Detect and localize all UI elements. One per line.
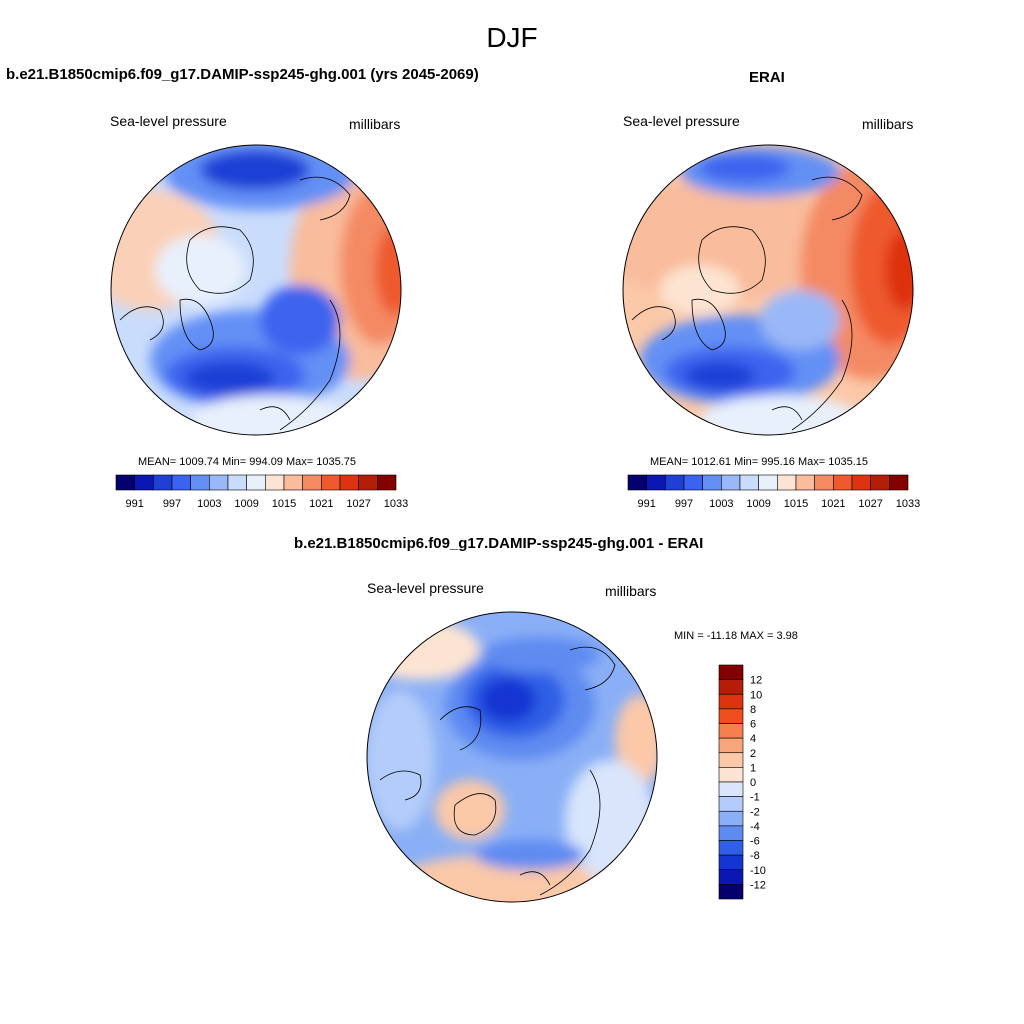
diff-colorbar-swatch — [718, 708, 744, 724]
diff-colorbar-tick-label: 10 — [750, 689, 762, 701]
diff-colorbar-swatch — [718, 796, 744, 812]
model-panel-title: b.e21.B1850cmip6.f09_g17.DAMIP-ssp245-gh… — [6, 66, 479, 83]
diff-colorbar-tick-label: -4 — [750, 821, 760, 833]
diff-colorbar-swatch — [718, 737, 744, 754]
diff-colorbar-swatch — [718, 767, 744, 783]
obs-colorbar-swatch — [833, 474, 853, 491]
model-colorbar: 991 997 1003 1009 1015 1021 1027 1033 — [115, 474, 408, 510]
diff-colorbar-swatch — [718, 693, 744, 710]
model-colorbar-tick-label: 1021 — [309, 498, 333, 510]
diff-colorbar-tick-label: 12 — [750, 675, 762, 687]
diff-colorbar-swatch — [718, 825, 744, 841]
obs-colorbar-swatch — [777, 474, 797, 491]
obs-colorbar-swatch — [795, 474, 815, 491]
diff-colorbar-tick-label: 8 — [750, 704, 756, 716]
obs-panel-title: ERAI — [749, 69, 785, 86]
model-stats: MEAN= 1009.74 Min= 994.09 Max= 1035.75 — [138, 456, 357, 468]
obs-colorbar-swatch — [851, 474, 871, 491]
diff-colorbar-swatch — [718, 884, 744, 900]
diff-polar-map — [366, 611, 658, 903]
diff-colorbar-swatch — [718, 781, 744, 797]
model-colorbar-swatch — [246, 474, 266, 491]
diff-variable-label: Sea-level pressure — [367, 580, 484, 596]
obs-colorbar-swatch — [889, 474, 909, 491]
diff-colorbar-swatch — [718, 723, 744, 739]
model-colorbar-tick-label: 1003 — [197, 498, 221, 510]
diff-colorbar-tick-label: -6 — [750, 836, 760, 848]
obs-colorbar: 991 997 1003 1009 1015 1021 1027 1033 — [627, 474, 920, 510]
diff-colorbar-swatch — [718, 752, 744, 768]
diff-colorbar-swatch — [718, 869, 744, 885]
obs-colorbar-swatch — [758, 474, 778, 491]
diff-panel-title: b.e21.B1850cmip6.f09_g17.DAMIP-ssp245-gh… — [294, 535, 704, 552]
model-colorbar-swatch — [302, 474, 322, 491]
model-polar-map — [110, 144, 402, 436]
obs-colorbar-tick-label: 1015 — [784, 498, 808, 510]
obs-colorbar-swatch — [646, 474, 666, 491]
diff-colorbar-tick-label: -2 — [750, 806, 760, 818]
obs-colorbar-tick-label: 991 — [637, 498, 655, 510]
obs-colorbar-swatch — [665, 474, 685, 491]
diff-colorbar-swatch — [718, 679, 744, 695]
obs-colorbar-tick-label: 1027 — [858, 498, 882, 510]
obs-colorbar-swatch — [683, 474, 703, 491]
model-colorbar-tick-label: 991 — [125, 498, 143, 510]
diff-colorbar-tick-label: 6 — [750, 719, 756, 731]
model-colorbar-swatch — [358, 474, 378, 491]
diff-colorbar-swatch — [718, 840, 744, 856]
model-colorbar-tick-label: 997 — [163, 498, 181, 510]
model-colorbar-swatch — [339, 474, 359, 491]
obs-variable-label: Sea-level pressure — [623, 113, 740, 129]
obs-colorbar-tick-label: 1003 — [709, 498, 733, 510]
obs-colorbar-tick-label: 997 — [675, 498, 693, 510]
diff-colorbar-swatch — [718, 664, 744, 680]
obs-colorbar-swatch — [721, 474, 741, 491]
diff-colorbar-tick-label: 4 — [750, 733, 756, 745]
diff-units-label: millibars — [605, 583, 657, 599]
diff-colorbar-tick-label: -8 — [750, 850, 760, 862]
model-colorbar-swatch — [171, 474, 191, 491]
model-colorbar-tick-label: 1027 — [346, 498, 370, 510]
model-colorbar-swatch — [265, 474, 285, 491]
diff-colorbar-swatch — [718, 810, 744, 827]
obs-colorbar-swatch — [814, 474, 834, 491]
obs-units-label: millibars — [862, 116, 914, 132]
model-colorbar-swatch — [190, 474, 210, 491]
model-colorbar-swatch — [377, 474, 397, 491]
diff-colorbar-tick-label: -10 — [750, 865, 766, 877]
obs-colorbar-swatch — [627, 474, 647, 491]
model-colorbar-swatch — [153, 474, 173, 491]
diff-colorbar-tick-label: -1 — [750, 792, 760, 804]
obs-colorbar-swatch — [870, 474, 890, 491]
model-colorbar-swatch — [321, 474, 341, 491]
obs-colorbar-swatch — [739, 474, 759, 491]
obs-colorbar-swatch — [702, 474, 722, 491]
obs-polar-map — [622, 144, 914, 436]
diff-colorbar-tick-label: 0 — [750, 777, 756, 789]
obs-colorbar-tick-label: 1033 — [896, 498, 920, 510]
model-colorbar-tick-label: 1009 — [234, 498, 258, 510]
diff-colorbar-swatch — [718, 854, 744, 871]
model-units-label: millibars — [349, 116, 401, 132]
model-colorbar-swatch — [134, 474, 154, 491]
diff-colorbar-tick-label: 1 — [750, 762, 756, 774]
model-variable-label: Sea-level pressure — [110, 113, 227, 129]
obs-stats: MEAN= 1012.61 Min= 995.16 Max= 1035.15 — [650, 456, 869, 468]
obs-colorbar-tick-label: 1021 — [821, 498, 845, 510]
model-colorbar-swatch — [209, 474, 229, 491]
diff-stats: MIN = -11.18 MAX = 3.98 — [674, 630, 798, 642]
model-colorbar-swatch — [227, 474, 247, 491]
diff-colorbar-tick-label: 2 — [750, 748, 756, 760]
figure-title: DJF — [486, 22, 538, 53]
model-colorbar-tick-label: 1033 — [384, 498, 408, 510]
model-colorbar-swatch — [115, 474, 135, 491]
model-colorbar-swatch — [283, 474, 303, 491]
diff-colorbar-tick-label: -12 — [750, 879, 766, 891]
model-colorbar-tick-label: 1015 — [272, 498, 296, 510]
obs-colorbar-tick-label: 1009 — [746, 498, 770, 510]
